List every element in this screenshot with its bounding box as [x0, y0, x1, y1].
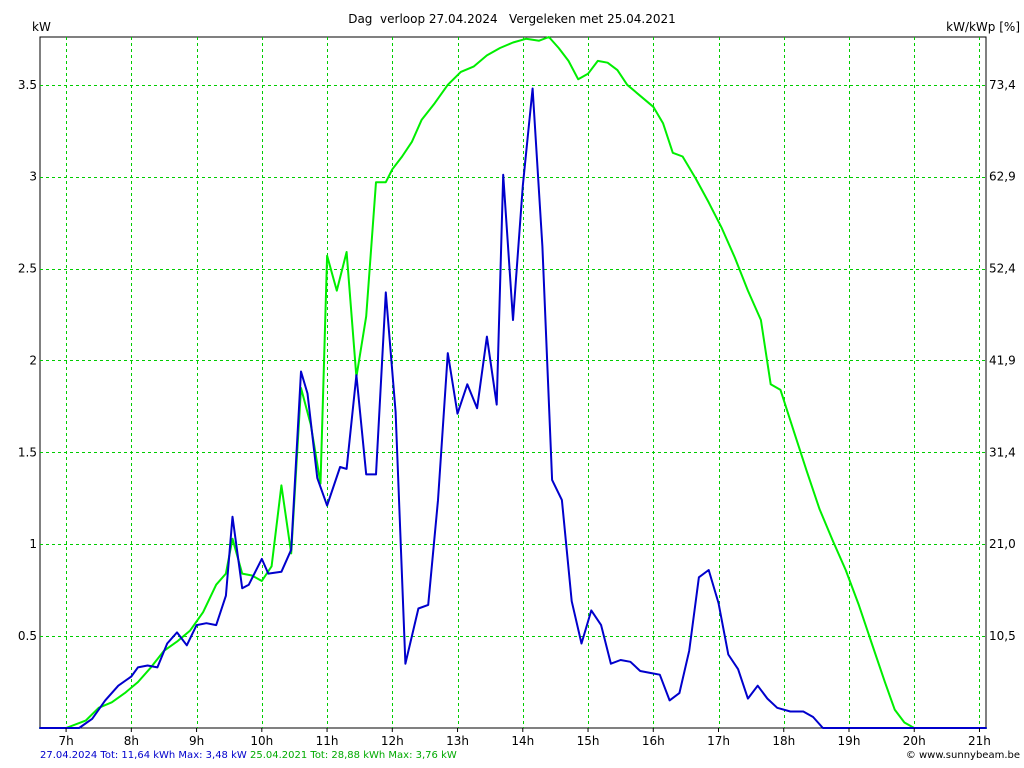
x-tick-label: 19h [838, 734, 861, 748]
legend-series-2021: 25.04.2021 Tot: 28,88 kWh Max: 3,76 kW [249, 750, 457, 761]
y-tick-label-left: 2 [29, 353, 37, 367]
legend-series-2024: 27.04.2024 Tot: 11,64 kWh Max: 3,48 kW [40, 750, 247, 761]
y-tick-label-right: 10,5 [989, 629, 1016, 643]
x-tick-label: 16h [642, 734, 665, 748]
x-tick-label: 17h [707, 734, 730, 748]
sunnybeam-credit: © www.sunnybeam.be [905, 750, 1020, 761]
x-tick-label: 9h [189, 734, 204, 748]
right-axis-unit: kW/kWp [%] [946, 20, 1020, 34]
series-line-27-04-2024 [39, 87, 987, 729]
left-axis-unit: kW [32, 20, 51, 34]
y-tick-label-left: 0.5 [18, 629, 37, 643]
series-line-25-04-2021 [39, 36, 987, 729]
x-tick-label: 13h [446, 734, 469, 748]
y-tick-label-right: 73,4 [989, 78, 1016, 92]
y-tick-label-right: 21,0 [989, 537, 1016, 551]
y-tick-label-right: 62,9 [989, 170, 1016, 184]
x-tick-label: 15h [577, 734, 600, 748]
footer-legend: 27.04.2024 Tot: 11,64 kWh Max: 3,48 kW 2… [40, 750, 457, 761]
y-tick-label-right: 52,4 [989, 262, 1016, 276]
x-tick-label: 8h [124, 734, 139, 748]
y-tick-label-left: 1 [29, 537, 37, 551]
x-tick-label: 10h [250, 734, 273, 748]
x-tick-label: 18h [772, 734, 795, 748]
y-tick-label-left: 3 [29, 170, 37, 184]
x-tick-label: 7h [58, 734, 73, 748]
y-tick-label-left: 1.5 [18, 445, 37, 459]
y-tick-label-right: 41,9 [989, 353, 1016, 367]
x-tick-label: 12h [381, 734, 404, 748]
chart-title: Dag verloop 27.04.2024 Vergeleken met 25… [348, 12, 676, 26]
x-tick-label: 21h [968, 734, 991, 748]
y-tick-label-left: 3.5 [18, 78, 37, 92]
y-tick-label-left: 2.5 [18, 262, 37, 276]
plot-frame [39, 36, 987, 729]
x-tick-label: 11h [316, 734, 339, 748]
x-tick-label: 20h [903, 734, 926, 748]
y-tick-label-right: 31,4 [989, 445, 1016, 459]
x-tick-label: 14h [511, 734, 534, 748]
